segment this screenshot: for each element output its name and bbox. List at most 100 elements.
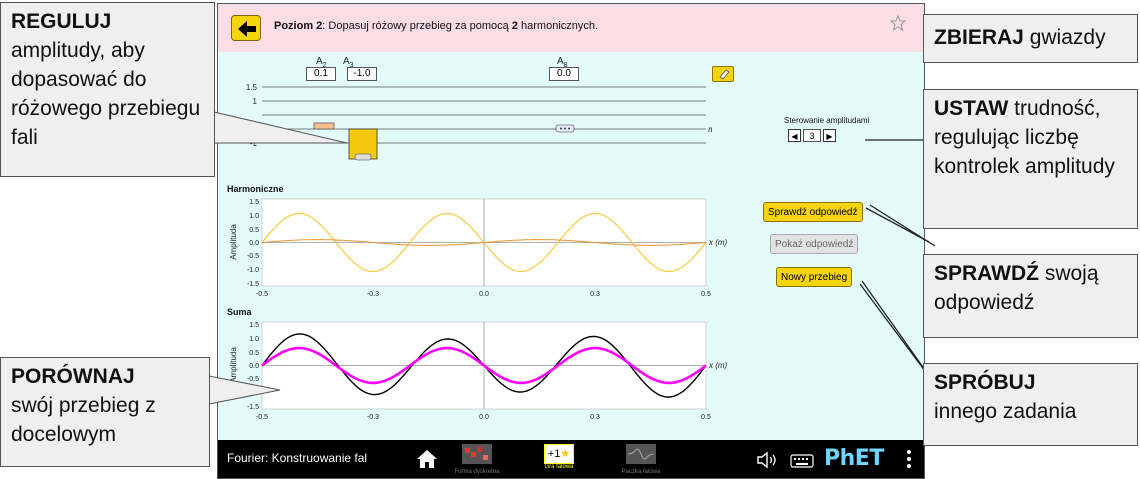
amplitude-value-a3[interactable]: -1.0: [347, 67, 377, 81]
sum-xtick: 0.0: [479, 414, 489, 421]
level-banner: Poziom 2: Dopasuj różowy przebieg za pom…: [218, 4, 924, 52]
level-instruction: Poziom 2: Dopasuj różowy przebieg za pom…: [274, 20, 598, 32]
harmonics-xtick: 0.0: [479, 291, 489, 298]
level-number: Poziom 2: [274, 20, 323, 32]
slider-handle-a8[interactable]: [555, 124, 575, 133]
harmonics-xtick: 0.5: [701, 291, 711, 298]
slider-handle-a2[interactable]: [313, 122, 335, 130]
back-button[interactable]: [231, 15, 261, 41]
callout-collect-head: ZBIERAJ: [934, 26, 1024, 49]
star-outline-icon: [889, 14, 907, 32]
callout-adjust: REGULUJ amplitudy, aby dopasować do różo…: [0, 2, 215, 177]
simulation-panel: Poziom 2: Dopasuj różowy przebieg za pom…: [217, 3, 925, 479]
amplitude-control-stepper: ◀ 3 ▶: [788, 128, 836, 142]
harmonic-count: 2: [511, 20, 518, 32]
wave-game-screen-icon: +1★: [544, 444, 574, 464]
harmonics-ytick: 1.5: [249, 199, 259, 206]
callout-check-head: SPRAWDŹ: [934, 262, 1039, 285]
amplitude-control-value: 3: [803, 128, 821, 142]
callout-try: SPRÓBUJ innego zadania: [923, 363, 1138, 446]
sum-graph: 1.5 1.0 0.5 0.0 -0.5 -1.0 -1.5 -0.5 -0.3…: [229, 321, 728, 421]
harmonics-ytick: -1.0: [247, 267, 259, 274]
amplitude-value-a2[interactable]: 0.1: [306, 67, 336, 81]
harmonics-ylabel: Amplituda: [229, 224, 238, 260]
harmonics-ytick: 0.5: [249, 227, 259, 234]
instruction-text-a: : Dopasuj różowy przebieg za pomocą: [322, 20, 512, 32]
sum-xtick: -0.3: [367, 414, 379, 421]
sum-title: Suma: [227, 307, 252, 317]
sum-xtick: 0.3: [590, 414, 600, 421]
sum-ytick: -0.5: [247, 376, 259, 383]
harmonics-xtick: 0.3: [590, 291, 600, 298]
callout-check-body: swoją odpowiedź: [934, 262, 1099, 314]
sum-xlabel: x (m): [708, 361, 728, 370]
callout-adjust-head: REGULUJ: [11, 10, 112, 33]
screen-label-wave-packet: Paczka falowa: [621, 469, 661, 475]
new-waveform-button[interactable]: Nowy przebieg: [776, 267, 853, 287]
screen-wave-packet[interactable]: Paczka falowa: [616, 444, 666, 476]
sum-xtick: 0.5: [701, 414, 711, 421]
callout-collect-body: gwiazdy: [1023, 26, 1106, 49]
harmonics-xtick: -0.5: [256, 291, 268, 298]
sum-ytick: -1.5: [247, 404, 259, 411]
harmonics-title: Harmoniczne: [227, 184, 284, 194]
harmonics-ytick: -1.5: [247, 281, 259, 288]
decrement-button[interactable]: ◀: [788, 128, 801, 142]
show-answer-button[interactable]: Pokaż odpowiedź: [770, 234, 859, 254]
discrete-screen-icon: [462, 444, 492, 464]
star-icon: ★: [560, 448, 571, 460]
amplitude-value-a8[interactable]: 0.0: [549, 67, 579, 81]
amplitude-label-a8: A8: [557, 56, 568, 69]
sum-ytick: -1.0: [247, 390, 259, 397]
harmonics-ytick: 1.0: [249, 213, 259, 220]
slider-tick-label: 1: [253, 97, 258, 106]
sum-ytick: 0.0: [249, 363, 259, 370]
amplitude-label-a2: A2: [316, 56, 327, 69]
callout-try-body: innego zadania: [934, 400, 1077, 423]
phet-logo[interactable]: PhET: [824, 446, 884, 471]
slider-handle-a3[interactable]: [348, 128, 378, 161]
amplitude-label-a3: A3: [343, 56, 354, 69]
screen-wave-game[interactable]: +1★ Gra falowa: [534, 444, 584, 476]
sum-ylabel: Amplituda: [229, 347, 238, 383]
slider-tick-label: -1: [250, 139, 258, 148]
sum-ytick: 1.0: [249, 336, 259, 343]
callout-compare-body: swój przebieg z docelowym: [11, 394, 156, 446]
keyboard-icon[interactable]: [790, 453, 814, 469]
callout-check: SPRAWDŹ swoją odpowiedź: [923, 254, 1138, 338]
wave-packet-screen-icon: [626, 444, 656, 464]
harmonics-xtick: -0.3: [367, 291, 379, 298]
screen-discrete[interactable]: Forma dyskretna: [452, 444, 502, 476]
increment-button[interactable]: ▶: [823, 128, 836, 142]
callout-set: USTAW trudność, regulując liczbę kontrol…: [923, 89, 1138, 229]
navigation-bar: Fourier: Konstruowanie fal Forma dyskret…: [218, 440, 924, 478]
eraser-button[interactable]: [712, 66, 734, 82]
harmonics-ytick: 0.0: [249, 240, 259, 247]
callout-try-head: SPRÓBUJ: [934, 371, 1036, 394]
screen-label-wave-game: Gra falowa: [544, 464, 574, 470]
check-answer-button[interactable]: Sprawdź odpowiedź: [763, 202, 863, 222]
instruction-text-b: harmonicznych.: [517, 20, 599, 32]
callout-compare: PORÓWNAJ swój przebieg z docelowym: [0, 357, 210, 467]
harmonics-xlabel: x (m): [708, 238, 728, 247]
sum-ytick: 0.5: [249, 350, 259, 357]
harmonics-ytick: -0.5: [247, 253, 259, 260]
sum-xtick: -0.5: [256, 414, 268, 421]
amplitude-control-label: Sterowanie amplitudami: [784, 116, 870, 125]
speaker-icon[interactable]: [756, 451, 780, 469]
home-icon[interactable]: [416, 449, 438, 469]
eraser-icon: [719, 69, 730, 80]
plus-one-label: +1: [547, 448, 561, 460]
arrow-left-icon: [238, 21, 256, 37]
callout-compare-head: PORÓWNAJ: [11, 365, 135, 388]
sum-ytick: 1.5: [249, 322, 259, 329]
callout-set-body: trudność, regulując liczbę kontrolek amp…: [934, 97, 1115, 178]
callout-adjust-body: amplitudy, aby dopasować do różowego prz…: [11, 39, 201, 149]
slider-axis-n: n: [708, 124, 713, 134]
callout-collect: ZBIERAJ gwiazdy: [923, 14, 1138, 63]
kebab-menu-icon[interactable]: [905, 449, 913, 469]
screen-label-discrete: Forma dyskretna: [454, 469, 500, 475]
sim-title: Fourier: Konstruowanie fal: [227, 451, 368, 465]
slider-tick-label: 1.5: [246, 83, 258, 92]
harmonics-graph: 1.5 1.0 0.5 0.0 -0.5 -1.0 -1.5 -0.5 -0.3…: [229, 198, 728, 298]
